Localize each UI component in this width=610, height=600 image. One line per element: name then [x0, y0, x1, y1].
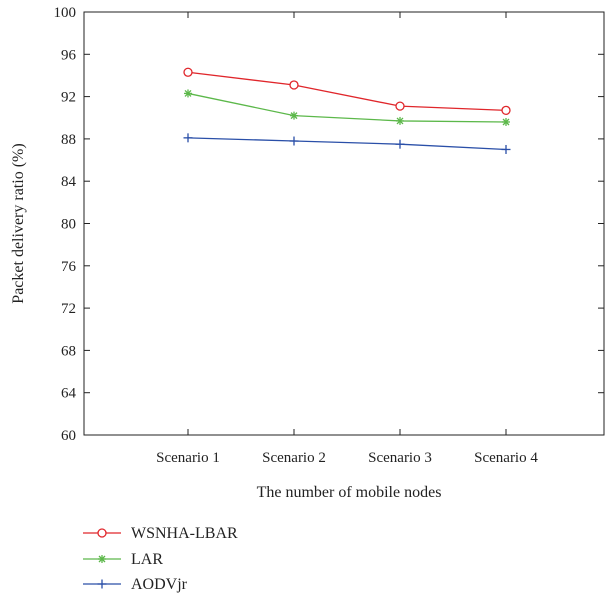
data-point	[395, 139, 405, 149]
legend-item: LAR	[83, 551, 163, 568]
legend-item: AODVjr	[83, 576, 188, 593]
legend-label: WSNHA-LBAR	[131, 525, 238, 542]
y-tick-label: 68	[61, 343, 76, 359]
data-point	[502, 117, 510, 126]
legend-marker	[97, 579, 107, 589]
legend-item: WSNHA-LBAR	[83, 525, 238, 542]
series-line	[187, 137, 507, 151]
x-tick-label: Scenario 4	[474, 450, 538, 466]
x-tick-label: Scenario 1	[156, 450, 220, 466]
legend-label: AODVjr	[131, 576, 188, 593]
legend-marker	[97, 528, 107, 538]
y-tick-label: 96	[61, 47, 77, 63]
series-layer	[183, 67, 511, 154]
asterisk-stroke	[184, 89, 192, 97]
series-line	[187, 71, 507, 111]
data-point	[396, 116, 404, 125]
data-point	[501, 105, 511, 115]
legend: WSNHA-LBAR LAR AODVjr	[83, 525, 238, 593]
asterisk-stroke	[502, 118, 510, 126]
axes: 60 64 68 72 76 80 84 88 92 96 100 Scenario 1 Scenari…	[54, 5, 605, 466]
axis-labels: The number of mobile nodes Packet delive…	[10, 143, 441, 501]
series-wsnha-lbar	[183, 67, 511, 115]
plot-frame	[83, 11, 605, 436]
asterisk-stroke	[290, 112, 298, 120]
y-tick-label: 76	[61, 259, 77, 275]
series-aodvjr	[183, 133, 511, 154]
y-tick-label: 92	[61, 90, 76, 106]
data-point	[183, 67, 193, 77]
asterisk-stroke	[396, 117, 404, 125]
data-point	[183, 133, 193, 143]
y-tick-label: 100	[54, 5, 77, 21]
data-point	[395, 101, 405, 111]
data-point	[501, 144, 511, 154]
data-point	[289, 136, 299, 146]
x-axis-title: The number of mobile nodes	[257, 484, 442, 501]
data-point	[184, 89, 192, 98]
series-line	[187, 92, 507, 123]
series-lar	[184, 89, 510, 126]
y-tick-label: 60	[61, 428, 76, 444]
legend-label: LAR	[131, 551, 163, 568]
y-tick-label: 84	[61, 174, 77, 190]
y-tick-label: 80	[61, 217, 76, 233]
y-axis-title: Packet delivery ratio (%)	[10, 143, 27, 303]
legend-marker	[98, 555, 106, 563]
y-tick-label: 88	[61, 132, 76, 148]
asterisk-stroke	[98, 555, 106, 563]
x-tick-label: Scenario 2	[262, 450, 326, 466]
y-tick-label: 72	[61, 301, 76, 317]
y-tick-label: 64	[61, 386, 77, 402]
data-point	[290, 111, 298, 120]
data-point	[289, 80, 299, 90]
x-tick-label: Scenario 3	[368, 450, 432, 466]
